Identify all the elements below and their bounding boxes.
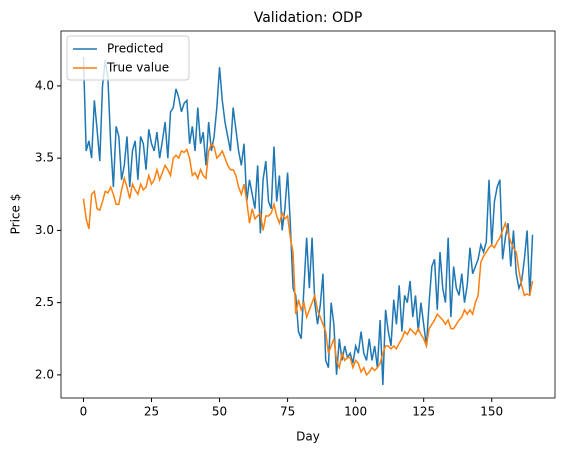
y-axis-label: Price $ [9,194,23,235]
x-tick-label: 125 [412,405,435,419]
x-tick-label: 25 [144,405,159,419]
series-line [82,56,534,386]
x-tick-label: 0 [80,405,88,419]
plot-frame [60,30,556,399]
y-tick-label: 2.5 [35,295,54,309]
x-tick-label: 75 [280,405,295,419]
y-tick-label: 3.5 [35,151,54,165]
x-tick-label: 100 [344,405,367,419]
legend-label: Predicted [107,42,163,56]
chart-title: Validation: ODP [254,10,363,26]
y-tick-label: 2.0 [35,367,54,381]
x-tick-label: 50 [212,405,227,419]
y-tick-label: 4.0 [35,78,54,92]
x-tick-label: 150 [480,405,503,419]
y-tick-label: 3.0 [35,223,54,237]
legend-box [66,35,190,81]
series-line [82,142,534,377]
x-axis-label: Day [296,430,320,444]
legend-label: True value [106,61,169,75]
